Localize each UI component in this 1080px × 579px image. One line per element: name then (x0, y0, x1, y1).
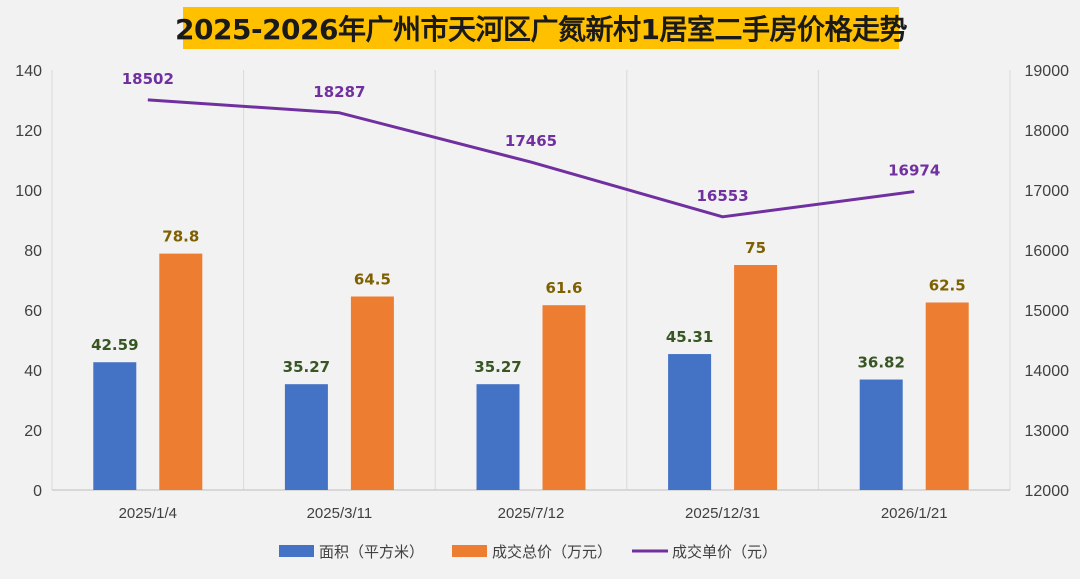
y-right-tick-label: 17000 (1025, 183, 1070, 200)
y-left-tick-label: 40 (24, 363, 42, 380)
x-tick-label: 2026/1/21 (881, 505, 948, 522)
bar-area (93, 362, 137, 490)
legend-label-unit-price: 成交单价（元） (672, 543, 777, 561)
data-label-unit-price: 18502 (122, 70, 174, 88)
legend-label-total-price: 成交总价（万元） (492, 543, 612, 561)
data-label-total-price: 64.5 (354, 271, 391, 289)
bar-area (476, 384, 520, 490)
bar-total-price (925, 302, 969, 490)
y-right-tick-label: 13000 (1025, 423, 1070, 440)
y-left-tick-label: 100 (15, 183, 42, 200)
data-label-area: 35.27 (283, 358, 330, 376)
chart-title-box: 2025-2026年广州市天河区广氮新村1居室二手房价格走势 (175, 7, 907, 49)
legend-label-area: 面积（平方米） (319, 543, 424, 561)
x-tick-label: 2025/3/11 (307, 505, 373, 522)
data-label-unit-price: 16974 (888, 162, 940, 180)
data-label-area: 35.27 (474, 358, 521, 376)
y-left-tick-label: 20 (24, 423, 42, 440)
y-right-tick-label: 14000 (1025, 363, 1070, 380)
y-right-tick-label: 12000 (1025, 483, 1070, 500)
data-label-unit-price: 18287 (313, 83, 365, 101)
y-right-tick-label: 16000 (1025, 243, 1070, 260)
legend-swatch-total-price (452, 545, 487, 557)
data-label-area: 42.59 (91, 336, 138, 354)
data-label-total-price: 62.5 (929, 277, 966, 295)
data-label-area: 36.82 (857, 354, 904, 372)
bar-area (284, 384, 328, 490)
bar-total-price (350, 296, 394, 490)
bar-area (668, 354, 712, 490)
bar-total-price (542, 305, 586, 490)
x-tick-label: 2025/7/12 (498, 505, 565, 522)
x-tick-label: 2025/12/31 (685, 505, 760, 522)
bar-area (859, 379, 903, 490)
data-label-unit-price: 17465 (505, 132, 557, 150)
data-label-unit-price: 16553 (697, 187, 749, 205)
x-tick-label: 2025/1/4 (119, 505, 177, 522)
y-left-tick-label: 60 (24, 303, 42, 320)
y-left-tick-label: 80 (24, 243, 42, 260)
y-left-tick-label: 0 (33, 483, 42, 500)
data-label-total-price: 78.8 (162, 228, 199, 246)
y-right-tick-label: 19000 (1025, 63, 1070, 80)
y-left-tick-label: 120 (15, 123, 42, 140)
y-right-tick-label: 18000 (1025, 123, 1070, 140)
line-unit-price (147, 98, 915, 219)
data-label-total-price: 61.6 (545, 279, 582, 297)
y-right-tick-label: 15000 (1025, 303, 1070, 320)
bar-total-price (159, 253, 203, 490)
legend-swatch-area (279, 545, 314, 557)
data-label-area: 45.31 (666, 328, 713, 346)
y-left-tick-label: 140 (15, 63, 42, 80)
chart-title: 2025-2026年广州市天河区广氮新村1居室二手房价格走势 (175, 13, 907, 46)
bar-total-price (734, 265, 778, 490)
data-label-total-price: 75 (745, 239, 766, 257)
